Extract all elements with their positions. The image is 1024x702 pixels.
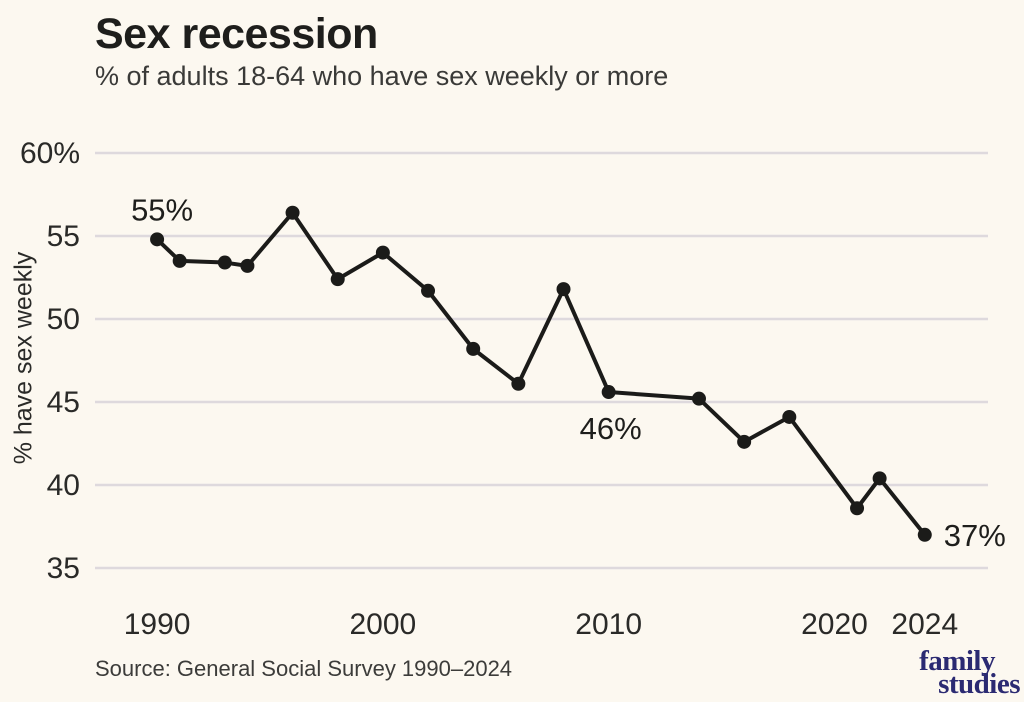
data-point (172, 253, 187, 268)
data-point (330, 272, 345, 287)
data-point (556, 282, 571, 297)
y-tick-label: 50 (47, 303, 80, 336)
x-tick-label: 2024 (891, 608, 958, 641)
data-point (466, 341, 481, 356)
data-point (872, 471, 887, 486)
y-tick-label: 45 (47, 386, 80, 419)
x-tick-label: 2020 (801, 608, 868, 641)
data-line (155, 210, 927, 537)
data-point (691, 391, 706, 406)
family-studies-logo: family studies (919, 645, 1020, 700)
data-point (782, 409, 797, 424)
logo-line-1: family (919, 645, 995, 677)
source-note: Source: General Social Survey 1990–2024 (95, 656, 513, 681)
value-annotation: 55% (131, 192, 193, 227)
y-tick-label: 55 (47, 220, 80, 253)
logo-line-2: studies (938, 668, 1020, 700)
x-tick-label: 1990 (124, 608, 191, 641)
data-point (285, 205, 300, 220)
data-point (850, 501, 865, 516)
data-point (421, 283, 436, 298)
data-point (240, 258, 255, 273)
chart-title: Sex recession (95, 10, 378, 58)
data-point (601, 385, 616, 400)
data-point (217, 255, 232, 270)
data-point (150, 232, 165, 247)
data-point (511, 376, 526, 391)
data-point (917, 527, 932, 542)
chart-subtitle: % of adults 18-64 who have sex weekly or… (95, 61, 669, 91)
y-tick-label: 35 (47, 552, 80, 585)
y-tick-label: 60% (20, 137, 80, 170)
data-point (375, 245, 390, 260)
y-tick-label: 40 (47, 469, 80, 502)
value-annotation: 37% (944, 518, 1006, 553)
value-annotation: 46% (580, 411, 642, 446)
x-tick-label: 2000 (350, 608, 417, 641)
x-tick-label: 2010 (575, 608, 642, 641)
data-point (737, 434, 752, 449)
